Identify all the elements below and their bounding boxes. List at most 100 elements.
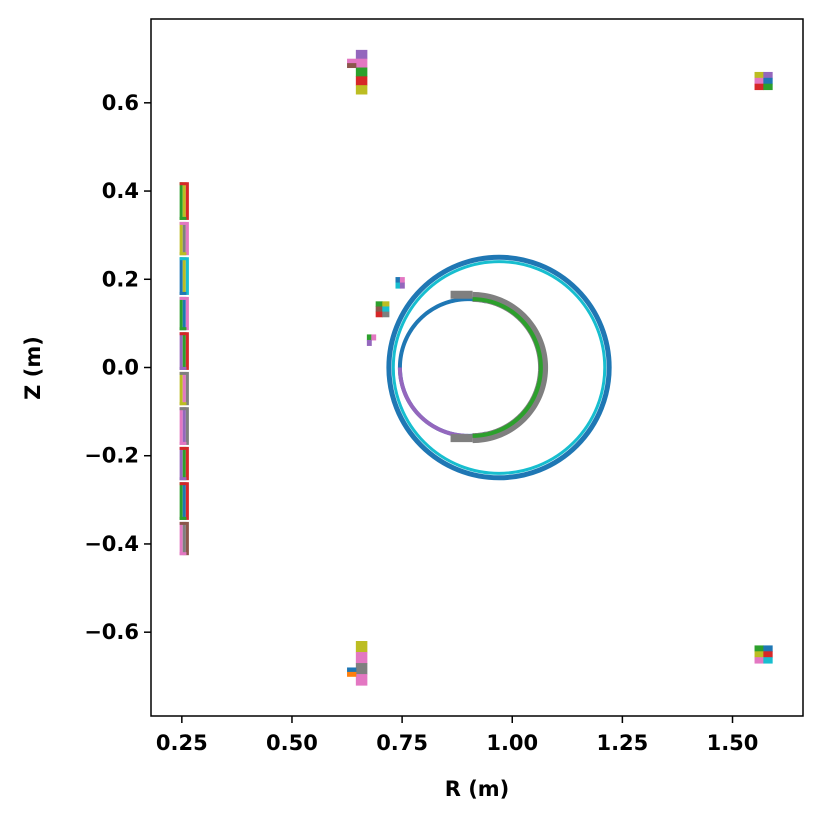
solenoid-segment: [179, 552, 187, 556]
x-tick-label: 1.00: [486, 731, 538, 755]
solenoid-segment: [179, 516, 187, 520]
solenoid-segment: [179, 446, 187, 450]
y-tick-label: −0.2: [84, 444, 139, 468]
y-tick-label: 0.0: [102, 356, 139, 380]
solenoid-segment: [179, 332, 187, 336]
solenoid-segment: [179, 257, 183, 295]
x-axis: 0.25 0.50 0.75 1.00 1.25 1.50: [156, 716, 759, 755]
solenoid-segment: [185, 182, 189, 220]
coil-filament: [355, 49, 368, 60]
coil-filament: [371, 334, 377, 341]
solenoid-segment: [179, 521, 187, 525]
solenoid-segment: [179, 477, 187, 481]
solenoid-segment: [179, 252, 187, 256]
coil-filament: [754, 77, 764, 85]
coil-filament: [347, 671, 357, 677]
plasma-boundary-inner: [472, 297, 543, 438]
coil-filament: [355, 76, 368, 86]
coil-filament: [754, 83, 764, 91]
solenoid-segment: [179, 296, 187, 300]
solenoid-segment: [179, 296, 183, 331]
solenoid-segment: [179, 402, 187, 406]
solenoid-segment: [179, 332, 183, 370]
coil-filament: [763, 83, 773, 91]
coil-filament: [395, 282, 401, 289]
solenoid-segment: [179, 482, 187, 486]
coil-filament: [395, 277, 401, 284]
x-tick-label: 0.25: [156, 731, 208, 755]
coil-filament: [347, 667, 357, 673]
x-tick-label: 0.50: [266, 731, 318, 755]
x-axis-label: R (m): [445, 777, 510, 801]
solenoid-segment: [179, 182, 187, 186]
plasma-boundary-outer: [472, 291, 549, 444]
x-tick-label: 1.25: [596, 731, 648, 755]
coil-filament: [355, 67, 368, 77]
limiter-lower-arc: [397, 367, 469, 438]
y-tick-label: −0.4: [84, 532, 139, 556]
coil-filament: [375, 311, 383, 318]
coil-filament: [763, 645, 773, 652]
solenoid-segment: [179, 257, 187, 261]
coil-filament: [754, 645, 764, 652]
solenoid-segment: [179, 371, 187, 375]
solenoid-segment: [185, 257, 189, 295]
solenoid-segment: [179, 371, 183, 406]
solenoid-segment: [185, 482, 189, 520]
coil-filament: [399, 277, 405, 284]
solenoid-segment: [182, 521, 186, 556]
solenoid-segment: [182, 296, 186, 331]
coil-filament: [347, 58, 357, 64]
coil-filament: [754, 651, 764, 658]
y-axis: −0.6 −0.4 −0.2 0.0 0.2 0.4 0.6: [84, 91, 151, 644]
plot-frame: [150, 18, 804, 717]
coil-filament: [382, 301, 390, 307]
x-tick-label: 1.50: [707, 731, 759, 755]
coil-filament: [366, 339, 372, 346]
y-axis-label: Z (m): [21, 336, 45, 400]
chart-marks: [179, 49, 773, 686]
limiter-inner-arc: [397, 297, 487, 438]
coil-filament: [763, 77, 773, 85]
solenoid-segment: [179, 441, 187, 445]
y-tick-label: −0.6: [84, 620, 139, 644]
solenoid-segment: [179, 216, 187, 220]
solenoid-segment: [179, 407, 187, 411]
solenoid-segment: [179, 521, 183, 556]
vessel-inner: [391, 260, 607, 475]
solenoid-segment: [182, 482, 186, 520]
solenoid-segment: [185, 332, 189, 370]
coil-filament: [382, 306, 390, 313]
solenoid-segment: [182, 446, 186, 481]
solenoid-segment: [179, 482, 183, 520]
coil-filament: [366, 334, 372, 341]
solenoid-segment: [179, 221, 187, 225]
y-tick-label: 0.4: [102, 179, 139, 203]
solenoid-segment: [179, 366, 187, 370]
coil-filament: [754, 71, 764, 79]
solenoid-segment: [185, 371, 189, 406]
solenoid-segment: [185, 296, 189, 331]
solenoid-segment: [185, 446, 189, 481]
solenoid-segment: [185, 221, 189, 256]
solenoid-segment: [179, 327, 187, 331]
solenoid-segment: [179, 221, 183, 256]
vessel-outer: [386, 254, 612, 481]
solenoid-segment: [182, 332, 186, 370]
solenoid-segment: [182, 407, 186, 445]
solenoid-segment: [179, 407, 183, 445]
y-tick-label: 0.6: [102, 91, 139, 115]
y-tick-label: 0.2: [102, 267, 139, 291]
coil-filament: [375, 301, 383, 307]
solenoid-segment: [179, 182, 183, 220]
solenoid-segment: [182, 182, 186, 220]
coil-filament: [355, 674, 368, 686]
coil-filament: [763, 71, 773, 79]
solenoid-segment: [182, 221, 186, 256]
solenoid-segment: [179, 446, 183, 481]
solenoid-segment: [182, 371, 186, 406]
coil-filament: [763, 651, 773, 658]
coil-filament: [754, 657, 764, 664]
coil-filament: [355, 85, 368, 95]
